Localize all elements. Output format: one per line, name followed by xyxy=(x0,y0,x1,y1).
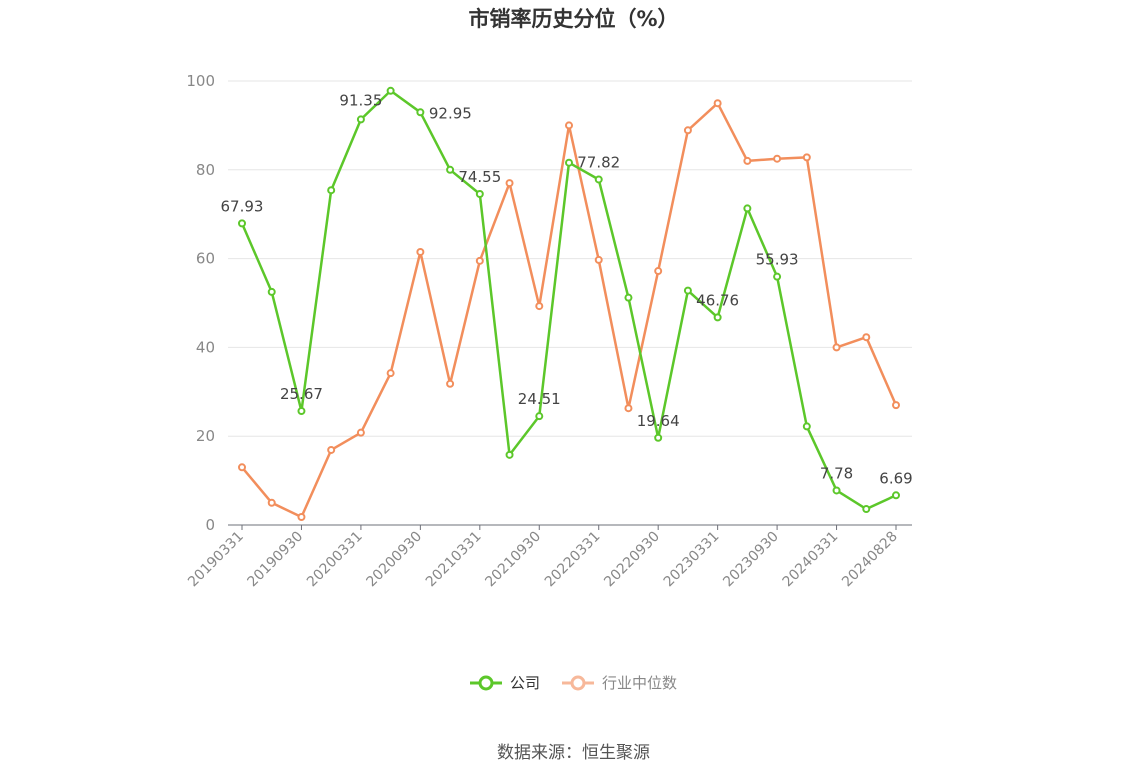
legend-label-company: 公司 xyxy=(509,674,540,692)
data-point-industry-11 xyxy=(565,121,573,130)
data-point-industry-16 xyxy=(713,99,722,108)
series-line-company xyxy=(240,89,897,511)
data-point-industry-6 xyxy=(416,247,425,256)
data-point-company-7 xyxy=(446,165,455,174)
data-point-company-6 xyxy=(416,108,425,117)
x-tick-label-20190331: 20190331 xyxy=(185,529,247,591)
data-point-industry-9 xyxy=(505,179,514,188)
series xyxy=(238,86,900,522)
data-label-company-6: 92.95 xyxy=(429,104,472,122)
x-tick-label-20230930: 20230930 xyxy=(720,529,782,591)
data-source: 数据来源：恒生聚源 xyxy=(497,743,650,763)
data-label-company-4: 91.35 xyxy=(339,91,382,109)
data-point-industry-8 xyxy=(475,256,484,265)
data-point-company-8 xyxy=(475,189,484,198)
data-point-company-17 xyxy=(743,204,752,213)
x-tick-label-20210331: 20210331 xyxy=(423,529,485,591)
data-point-company-4 xyxy=(356,115,365,124)
data-point-industry-20 xyxy=(832,343,841,352)
y-tick-label-40: 40 xyxy=(196,338,215,356)
data-point-industry-18 xyxy=(773,154,782,163)
data-point-industry-7 xyxy=(446,379,455,388)
data-point-industry-0 xyxy=(238,463,246,472)
legend: 公司 行业中位数 xyxy=(0,672,1147,693)
data-point-industry-19 xyxy=(802,153,811,162)
chart-title: 市销率历史分位（%） xyxy=(468,7,679,31)
x-tick-label-20210930: 20210930 xyxy=(482,529,544,591)
series-company xyxy=(238,86,900,514)
data-point-company-5 xyxy=(386,86,395,95)
data-point-industry-12 xyxy=(594,255,603,264)
data-point-company-10 xyxy=(535,412,544,421)
data-point-industry-22 xyxy=(892,401,900,410)
data-label-company-0: 67.93 xyxy=(221,197,264,215)
legend-item-industry[interactable]: 行业中位数 xyxy=(562,672,677,693)
data-point-company-18 xyxy=(773,272,782,281)
data-point-company-2 xyxy=(297,407,306,416)
legend-item-company[interactable]: 公司 xyxy=(469,672,540,693)
data-point-industry-5 xyxy=(386,369,395,378)
data-label-company-16: 46.76 xyxy=(696,291,739,309)
x-tick-label-20230331: 20230331 xyxy=(661,529,723,591)
y-tick-label-100: 100 xyxy=(186,72,215,90)
data-point-industry-1 xyxy=(267,498,276,507)
data-point-company-13 xyxy=(624,293,633,302)
x-tick-label-20240331: 20240331 xyxy=(780,529,842,591)
data-point-company-3 xyxy=(327,186,336,195)
data-point-company-11 xyxy=(565,158,573,167)
data-point-industry-15 xyxy=(683,126,692,135)
x-tick-label-20220930: 20220930 xyxy=(601,529,663,591)
y-tick-label-20: 20 xyxy=(196,427,215,445)
data-point-industry-14 xyxy=(654,267,663,276)
data-point-industry-4 xyxy=(356,428,365,437)
data-point-company-20 xyxy=(832,486,841,495)
data-label-company-2: 25.67 xyxy=(280,385,323,403)
data-point-company-9 xyxy=(505,450,514,459)
data-point-company-0 xyxy=(238,219,246,228)
y-tick-label-80: 80 xyxy=(196,161,215,179)
data-point-industry-13 xyxy=(624,404,633,413)
data-labels: 67.93 25.67 91.35 92.95 74.55 24.51 77.82 19.64… xyxy=(221,91,913,487)
data-point-company-1 xyxy=(267,287,276,296)
x-tick-label-20200331: 20200331 xyxy=(304,529,366,591)
data-point-company-16 xyxy=(713,313,722,322)
data-label-company-22: 6.69 xyxy=(879,469,912,487)
data-label-company-10: 24.51 xyxy=(518,390,561,408)
data-label-company-20: 7.78 xyxy=(820,464,853,482)
data-point-company-21 xyxy=(862,505,871,514)
grid-lines xyxy=(228,80,912,437)
x-tick-label-20240828: 20240828 xyxy=(839,529,901,591)
x-tick-label-20190930: 20190930 xyxy=(245,529,307,591)
legend-line-icon-company xyxy=(469,675,502,690)
y-tick-label-0: 0 xyxy=(205,516,215,534)
data-point-company-22 xyxy=(892,491,900,500)
data-label-company-14: 19.64 xyxy=(637,412,680,430)
data-point-company-12 xyxy=(594,175,603,184)
data-point-industry-2 xyxy=(297,513,306,522)
legend-line-icon-industry xyxy=(562,675,594,690)
data-label-company-18: 55.93 xyxy=(756,251,799,269)
data-point-company-19 xyxy=(802,422,811,431)
data-point-industry-21 xyxy=(862,333,871,342)
y-tick-label-60: 60 xyxy=(196,250,215,268)
data-point-industry-17 xyxy=(743,156,752,165)
x-tick-label-20200930: 20200930 xyxy=(363,529,425,591)
data-point-company-14 xyxy=(654,433,663,442)
data-label-company-12: 77.82 xyxy=(577,153,620,171)
legend-label-industry: 行业中位数 xyxy=(602,674,678,692)
data-point-company-15 xyxy=(683,286,692,295)
x-tick-label-20220331: 20220331 xyxy=(542,529,604,591)
data-point-industry-10 xyxy=(535,302,544,311)
series-industry xyxy=(238,99,900,522)
data-point-industry-3 xyxy=(327,445,336,454)
data-label-company-8: 74.55 xyxy=(458,168,501,186)
